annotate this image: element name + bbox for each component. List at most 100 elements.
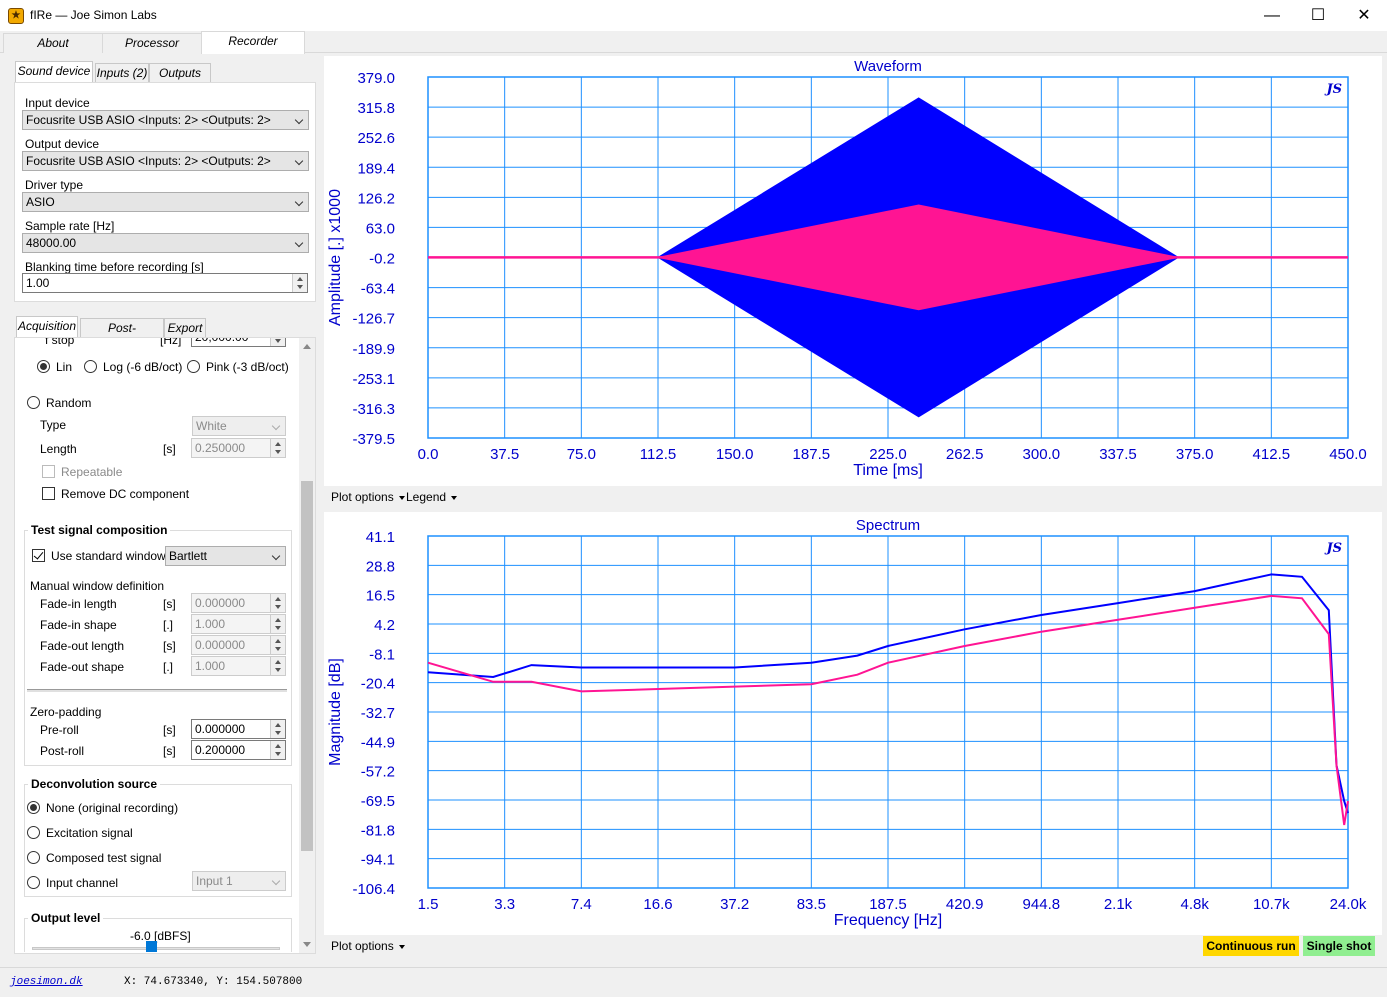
blanking-time-input[interactable]: 1.00 [22,273,308,293]
spectrum-series-2-line [427,594,1349,826]
preroll-value: 0.000000 [195,722,246,736]
scrollbar-thumb[interactable] [301,481,313,851]
length-input[interactable]: 0.250000 [191,438,286,458]
cursor-coordinates: X: 74.673340, Y: 154.507800 [124,976,303,988]
sweep-log-radio[interactable] [84,360,97,373]
fade-out-length-input[interactable]: 0.000000 [191,635,286,655]
waveform-y-axis-label: Amplitude [.] x1000 [327,189,344,326]
continuous-run-button[interactable]: Continuous run [1203,936,1299,956]
spin-arrows-icon[interactable] [270,720,285,738]
preroll-label: Pre-roll [40,723,79,737]
preroll-input[interactable]: 0.000000 [191,719,286,739]
fade-in-shape-unit: [.] [163,618,174,632]
scrollbar[interactable] [299,338,315,953]
fade-in-length-label: Fade-in length [40,597,117,611]
tab-acquisition[interactable]: Acquisition [16,316,78,338]
waveform-x-tick-label: 150.0 [716,446,754,463]
tab-recorder[interactable]: Recorder [201,31,305,54]
tab-sound-device[interactable]: Sound device [15,61,93,83]
spin-arrows-icon[interactable] [270,636,285,654]
tab-outputs[interactable]: Outputs (2) [149,63,211,99]
postroll-input[interactable]: 0.200000 [191,740,286,760]
waveform-chart[interactable]: 379.0 315.8 252.6 189.4 126.2 63.0 -0.2 -63.4 -1… [324,56,1382,486]
status-bar: joesimon.dk X: 74.673340, Y: 154.507800 [0,967,1387,997]
app-icon: ★ [8,8,24,24]
deconv-none-radio[interactable] [27,801,40,814]
window-select[interactable]: Bartlett [165,546,286,566]
spectrum-x-tick-label: 83.5 [797,896,826,913]
spin-arrows-icon[interactable] [270,594,285,612]
spin-arrows-icon[interactable] [270,338,285,346]
fade-in-shape-input[interactable]: 1.000 [191,614,286,634]
tab-post-processing[interactable]: Post-processing [80,318,164,354]
repeatable-checkbox[interactable] [42,465,55,478]
scroll-down-icon[interactable] [303,942,311,947]
blanking-time-value: 1.00 [26,276,50,290]
deconv-input-select[interactable]: Input 1 [192,871,286,891]
sample-rate-select[interactable]: 48000.00 [22,233,309,253]
waveform-title: Waveform [854,58,922,75]
preroll-unit: [s] [163,723,176,737]
waveform-legend-button[interactable]: Legend [406,490,457,504]
spectrum-y-tick-label: -44.9 [361,734,395,751]
close-button[interactable]: ✕ [1357,7,1371,24]
tab-about[interactable]: About [3,33,103,53]
output-level-slider[interactable] [146,941,157,952]
spectrum-chart-area[interactable]: 41.1 28.8 16.5 4.2 -8.1 -20.4 -32.7 -44.9 -57.2 -… [324,512,1382,935]
waveform-y-tick-label: -63.4 [361,281,395,298]
length-label: Length [40,442,77,456]
output-device-label: Output device [25,137,100,151]
sweep-lin-label: Lin [56,360,73,374]
spin-arrows-icon[interactable] [270,439,285,457]
spectrum-plot-options-button[interactable]: Plot options [331,939,405,953]
sweep-lin-radio[interactable] [37,360,50,373]
output-device-select[interactable]: Focusrite USB ASIO <Inputs: 2> <Outputs:… [22,151,309,171]
waveform-chart-area[interactable]: 379.0 315.8 252.6 189.4 126.2 63.0 -0.2 -63.4 -1… [324,56,1382,486]
remove-dc-checkbox[interactable] [42,487,55,500]
driver-type-select[interactable]: ASIO [22,192,309,212]
single-shot-button[interactable]: Single shot [1303,936,1375,956]
fade-in-length-value: 0.000000 [195,596,246,610]
fade-out-length-label: Fade-out length [40,639,125,653]
spin-arrows-icon[interactable] [270,741,285,759]
waveform-y-tick-label: 252.6 [357,130,395,147]
sweep-pink-label: Pink (-3 dB/oct) [206,360,289,374]
waveform-x-tick-label: 0.0 [418,446,439,463]
deconv-composed-label: Composed test signal [46,851,162,865]
waveform-y-tick-label: -379.5 [352,431,395,448]
maximize-button[interactable]: ☐ [1310,7,1326,24]
deconv-excitation-radio[interactable] [27,826,40,839]
spectrum-x-tick-label: 944.8 [1023,896,1061,913]
spectrum-y-tick-label: 16.5 [366,588,395,605]
sweep-pink-radio[interactable] [187,360,200,373]
fstop-input[interactable]: 20,000.00 [191,338,286,347]
fade-out-shape-input[interactable]: 1.000 [191,656,286,676]
noise-type-select[interactable]: White [192,416,286,436]
minimize-button[interactable]: — [1264,7,1280,24]
spectrum-y-tick-label: -69.5 [361,793,395,810]
spectrum-chart[interactable]: 41.1 28.8 16.5 4.2 -8.1 -20.4 -32.7 -44.9 -57.2 -… [324,512,1382,935]
waveform-plot-options-button[interactable]: Plot options [331,490,405,504]
spectrum-x-tick-label: 187.5 [869,896,907,913]
input-device-select[interactable]: Focusrite USB ASIO <Inputs: 2> <Outputs:… [22,110,309,130]
spin-arrows-icon[interactable] [270,615,285,633]
waveform-x-tick-label: 375.0 [1176,446,1214,463]
type-label: Type [40,418,67,432]
tab-inputs[interactable]: Inputs (2) [95,63,149,83]
fstop-unit: [Hz] [160,333,182,347]
use-standard-window-checkbox[interactable] [32,549,45,562]
title-bar: ★ fIRe — Joe Simon Labs — ☐ ✕ [0,0,1387,31]
spin-arrows-icon[interactable] [292,274,307,292]
tab-export[interactable]: Export [164,318,206,338]
deconv-input-radio[interactable] [27,876,40,889]
remove-dc-label: Remove DC component [61,487,190,501]
tab-processor[interactable]: Processor [102,33,202,53]
scroll-up-icon[interactable] [303,344,311,349]
spectrum-x-tick-label: 3.3 [494,896,515,913]
fade-in-length-input[interactable]: 0.000000 [191,593,286,613]
spin-arrows-icon[interactable] [270,657,285,675]
random-radio[interactable] [27,396,40,409]
website-link[interactable]: joesimon.dk [10,976,83,988]
fade-out-shape-unit: [.] [163,660,174,674]
deconv-composed-radio[interactable] [27,851,40,864]
